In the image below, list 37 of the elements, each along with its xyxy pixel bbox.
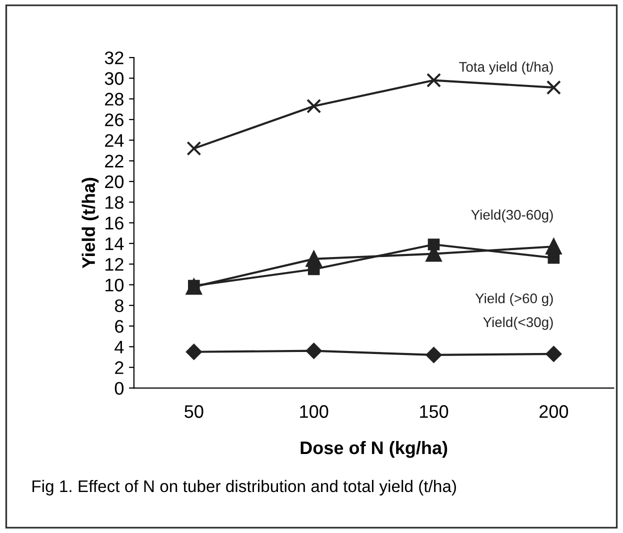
x-tick-label: 200 [540, 405, 568, 418]
y-tick-label: 2 [115, 361, 124, 374]
y-tick-label: 18 [106, 196, 124, 209]
y-tick-label: 12 [106, 258, 124, 271]
y-tick-label: 0 [114, 382, 124, 395]
point [546, 80, 561, 95]
y-tick-label: 10 [106, 278, 124, 292]
y-tick-label: 14 [106, 238, 124, 250]
text: Yield (>60 g) [475, 293, 553, 306]
series-label: Yield(<30g) [483, 316, 553, 330]
y-axis-title: Yield (t/ha) [82, 178, 99, 268]
y-tick-label: 4 [114, 340, 124, 354]
y-tick-label: 6 [115, 320, 124, 333]
point [306, 342, 322, 359]
y-tick-label: 8 [114, 299, 124, 312]
x-axis-title: Dose of N (kg/ha) [300, 440, 448, 458]
x-tick-label: 100 [300, 405, 328, 418]
point [426, 72, 442, 88]
point [546, 346, 562, 362]
y-tick-label: 16 [106, 216, 124, 230]
y-tick-label: 28 [105, 92, 124, 106]
point [186, 141, 202, 156]
y-tick-label: 30 [104, 72, 124, 85]
y-tick-label: 24 [105, 134, 124, 147]
y-tick-label: 22 [105, 154, 124, 168]
point [186, 344, 202, 360]
point [426, 347, 442, 363]
series-label: Tota yield (t/ha) [459, 62, 553, 75]
point [306, 98, 322, 114]
caption: Fig 1. Effect of N on tuber distribution and total yield (t/ha) [32, 480, 456, 496]
y-tick-label: 32 [104, 52, 124, 64]
y-tick-label: 20 [105, 175, 124, 188]
y-tick-label: 26 [105, 113, 124, 126]
point [428, 238, 440, 250]
series-label: Yield(30-60g) [471, 210, 553, 222]
x-tick-label: 150 [420, 405, 448, 418]
x-tick-label: 50 [184, 405, 204, 418]
